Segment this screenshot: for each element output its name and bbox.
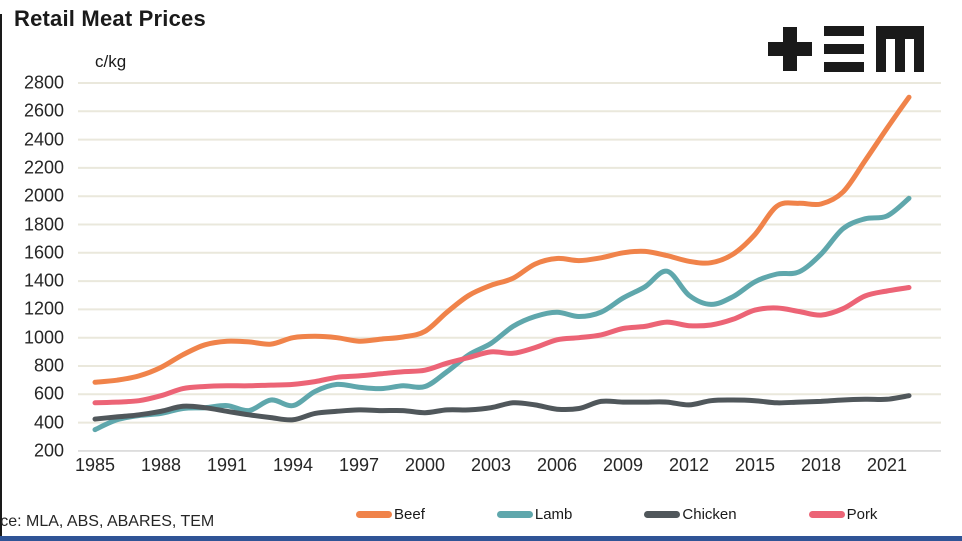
footer-accent-bar bbox=[0, 536, 962, 541]
tem-logo-icon bbox=[768, 25, 924, 73]
x-axis-tick-label: 2012 bbox=[668, 455, 710, 475]
x-axis-tick-label: 2018 bbox=[800, 455, 842, 475]
y-axis-tick-label: 800 bbox=[33, 355, 64, 376]
y-axis-tick-label: 2600 bbox=[23, 100, 64, 121]
logo-m-icon bbox=[876, 26, 924, 72]
legend-item-pork: Pork bbox=[808, 506, 878, 523]
x-axis-tick-label: 1988 bbox=[140, 455, 182, 475]
chart-legend: Beef Lamb Chicken Pork bbox=[356, 506, 877, 523]
y-axis-tick-label: 2000 bbox=[23, 185, 64, 206]
y-axis-tick-label: 1400 bbox=[23, 270, 64, 291]
legend-label: Pork bbox=[846, 506, 878, 523]
x-axis-tick-label: 1997 bbox=[338, 455, 380, 475]
y-axis-tick-label: 1800 bbox=[23, 214, 64, 234]
legend-item-beef: Beef bbox=[356, 506, 425, 523]
series-line-lamb bbox=[92, 195, 912, 433]
legend-item-chicken: Chicken bbox=[644, 506, 737, 523]
legend-swatch-icon bbox=[808, 511, 845, 518]
legend-label: Beef bbox=[394, 506, 425, 523]
x-axis-tick-label: 1991 bbox=[206, 455, 248, 475]
x-axis-tick-label: 2021 bbox=[866, 455, 908, 475]
y-axis-tick-label: 2400 bbox=[23, 129, 64, 150]
y-axis-tick-label: 1000 bbox=[23, 327, 64, 348]
logo-plus-icon bbox=[768, 25, 812, 73]
y-axis-tick-label: 400 bbox=[33, 412, 64, 433]
x-axis-tick-label: 2015 bbox=[734, 455, 776, 475]
series-line-chicken bbox=[92, 393, 912, 423]
source-note: urce: MLA, ABS, ABARES, TEM bbox=[0, 513, 215, 530]
y-axis-tick-label: 200 bbox=[33, 440, 64, 461]
series-line-beef bbox=[92, 94, 912, 385]
legend-swatch-icon bbox=[356, 511, 392, 518]
chart-title: Retail Meat Prices bbox=[14, 6, 206, 31]
y-axis-tick-label: 1600 bbox=[23, 242, 64, 263]
x-axis-tick-label: 2003 bbox=[470, 455, 512, 475]
y-axis-tick-label: 2800 bbox=[23, 72, 64, 93]
legend-label: Chicken bbox=[682, 506, 737, 523]
legend-swatch-icon bbox=[496, 511, 533, 518]
y-axis-unit-label: c/kg bbox=[95, 52, 127, 71]
y-axis-tick-label: 2200 bbox=[23, 157, 64, 178]
logo-bars-icon bbox=[824, 26, 864, 72]
x-axis-tick-label: 1994 bbox=[272, 455, 314, 475]
x-axis-tick-label: 2006 bbox=[536, 455, 578, 475]
y-axis-tick-label: 600 bbox=[33, 383, 64, 404]
y-axis-tick-label: 1200 bbox=[23, 298, 64, 319]
series-line-pork bbox=[92, 285, 912, 406]
legend-swatch-icon bbox=[644, 511, 681, 518]
legend-item-lamb: Lamb bbox=[496, 506, 573, 523]
x-axis-tick-label: 2009 bbox=[602, 455, 644, 475]
x-axis-tick-label: 1985 bbox=[74, 455, 116, 475]
x-axis-tick-label: 2000 bbox=[404, 455, 446, 475]
legend-label: Lamb bbox=[534, 506, 573, 523]
window-edge-line bbox=[0, 14, 2, 541]
